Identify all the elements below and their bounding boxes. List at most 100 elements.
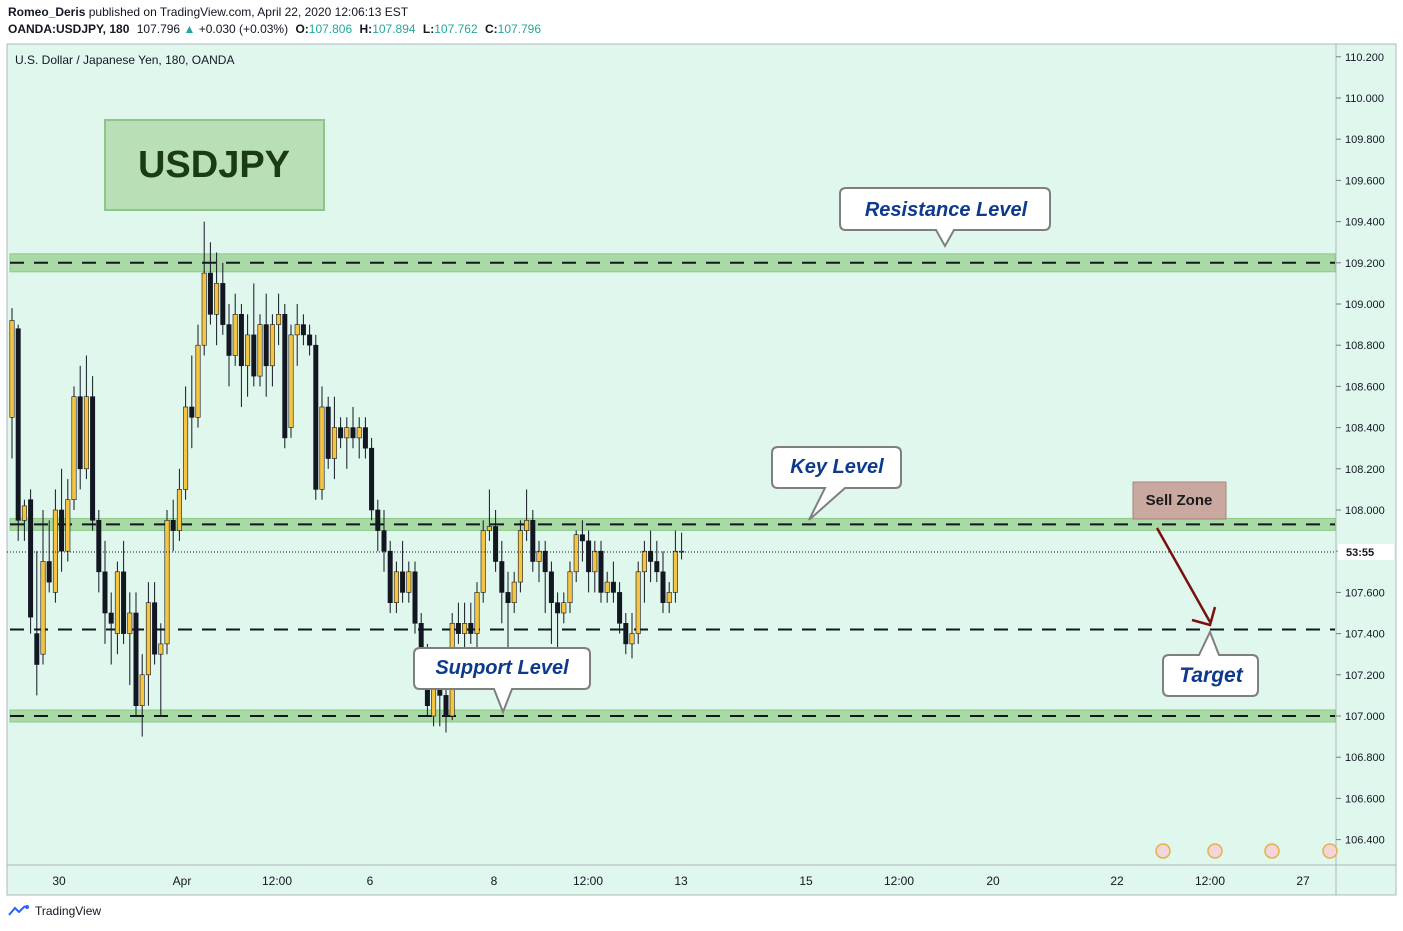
countdown-badge	[1338, 544, 1394, 561]
y-tick-label: 109.800	[1345, 134, 1385, 146]
candle-body	[176, 489, 182, 531]
flag-icon[interactable]	[1264, 843, 1280, 859]
candle-body	[592, 550, 598, 573]
symbol-label: OANDA:USDJPY, 180	[8, 22, 130, 36]
low-label: L:	[422, 22, 435, 36]
candle-body	[164, 519, 170, 645]
candle-body	[257, 324, 263, 377]
candle-body	[648, 550, 654, 562]
x-tick-label: 6	[367, 874, 374, 888]
candle-body	[623, 622, 629, 645]
price-axis[interactable]	[1335, 43, 1397, 866]
flag-icon[interactable]	[1207, 843, 1223, 859]
candle-body	[28, 499, 34, 618]
support-label: Support Level	[435, 657, 569, 679]
candle-body	[536, 550, 542, 562]
high-label: H:	[359, 22, 373, 36]
published-text: published on TradingView.com, April 22, …	[88, 5, 409, 19]
candle-body	[400, 571, 406, 593]
candle-body	[108, 612, 114, 624]
candle-body	[71, 396, 77, 501]
candle-body	[238, 313, 244, 367]
symbol-ohlc-bar: OANDA:USDJPY, 180 107.796 ▲ +0.030 (+0.0…	[8, 22, 541, 36]
candle-body	[207, 272, 213, 315]
low-value: 107.762	[434, 22, 478, 36]
candle-body	[542, 550, 548, 573]
y-tick-label: 106.800	[1345, 752, 1385, 764]
candle-body	[307, 334, 313, 346]
open-label: O:	[295, 22, 309, 36]
candle-body	[220, 283, 226, 325]
candle-body	[356, 427, 362, 439]
candle-body	[214, 283, 220, 315]
candle-body	[102, 571, 108, 614]
candle-body	[654, 561, 660, 573]
candle-body	[455, 622, 461, 634]
chart-title: U.S. Dollar / Japanese Yen, 180, OANDA	[15, 53, 234, 67]
candle-body	[369, 447, 375, 511]
candle-body	[561, 602, 567, 614]
candle-body	[34, 633, 40, 665]
y-tick-label: 108.000	[1345, 505, 1385, 517]
x-tick-label: 27	[1296, 874, 1310, 888]
candle-body	[338, 427, 344, 439]
candle-body	[269, 324, 275, 367]
time-axis[interactable]	[6, 864, 1337, 896]
x-tick-label: 13	[674, 874, 688, 888]
candle-body	[183, 406, 189, 490]
candle-body	[127, 612, 133, 634]
author-name[interactable]: Romeo_Deris	[8, 5, 86, 19]
y-tick-label: 108.600	[1345, 381, 1385, 393]
candle-body	[226, 324, 232, 356]
tradingview-brand[interactable]: TradingView	[35, 904, 102, 918]
candle-body	[598, 550, 604, 593]
candle-body	[629, 633, 635, 645]
axis-corner	[1335, 864, 1397, 896]
candle-body	[617, 592, 623, 624]
candle-body	[319, 406, 325, 490]
candle-body	[443, 695, 449, 717]
high-value: 107.894	[372, 22, 416, 36]
candle-body	[604, 581, 610, 593]
candle-body	[170, 519, 176, 531]
event-markers[interactable]	[1155, 843, 1338, 859]
flag-icon[interactable]	[1322, 843, 1338, 859]
x-tick-label: 30	[52, 874, 66, 888]
candle-body	[201, 272, 207, 346]
y-tick-label: 108.800	[1345, 340, 1385, 352]
candle-body	[362, 427, 368, 449]
candle-body	[666, 592, 672, 604]
tradingview-logo-icon	[8, 905, 29, 916]
candle-body	[158, 643, 164, 655]
candle-body	[468, 622, 474, 634]
candle-body	[679, 550, 685, 553]
candle-body	[573, 534, 579, 573]
flag-icon[interactable]	[1155, 843, 1171, 859]
y-tick-label: 109.000	[1345, 299, 1385, 311]
x-tick-label: 15	[799, 874, 813, 888]
y-tick-label: 108.400	[1345, 423, 1385, 435]
candle-body	[381, 530, 387, 552]
candle-body	[313, 344, 319, 490]
x-tick-label: 12:00	[262, 874, 292, 888]
y-tick-label: 107.400	[1345, 629, 1385, 641]
up-triangle-icon: ▲	[183, 22, 196, 36]
y-tick-label: 108.200	[1345, 464, 1385, 476]
x-tick-label: 8	[491, 874, 498, 888]
candle-body	[505, 592, 511, 604]
candle-body	[325, 406, 331, 459]
sell-zone-label: Sell Zone	[1146, 492, 1213, 509]
candle-body	[344, 427, 350, 439]
candle-body	[530, 519, 536, 562]
usdjpy-badge	[104, 119, 325, 211]
candle-body	[145, 602, 151, 676]
x-tick-label: 12:00	[884, 874, 914, 888]
candle-body	[493, 526, 499, 562]
candle-body	[195, 344, 201, 418]
candle-body	[40, 561, 46, 655]
candle-body	[263, 324, 269, 367]
candle-body	[288, 334, 294, 428]
candle-body	[331, 427, 337, 459]
price-change: +0.030 (+0.03%)	[198, 22, 289, 36]
